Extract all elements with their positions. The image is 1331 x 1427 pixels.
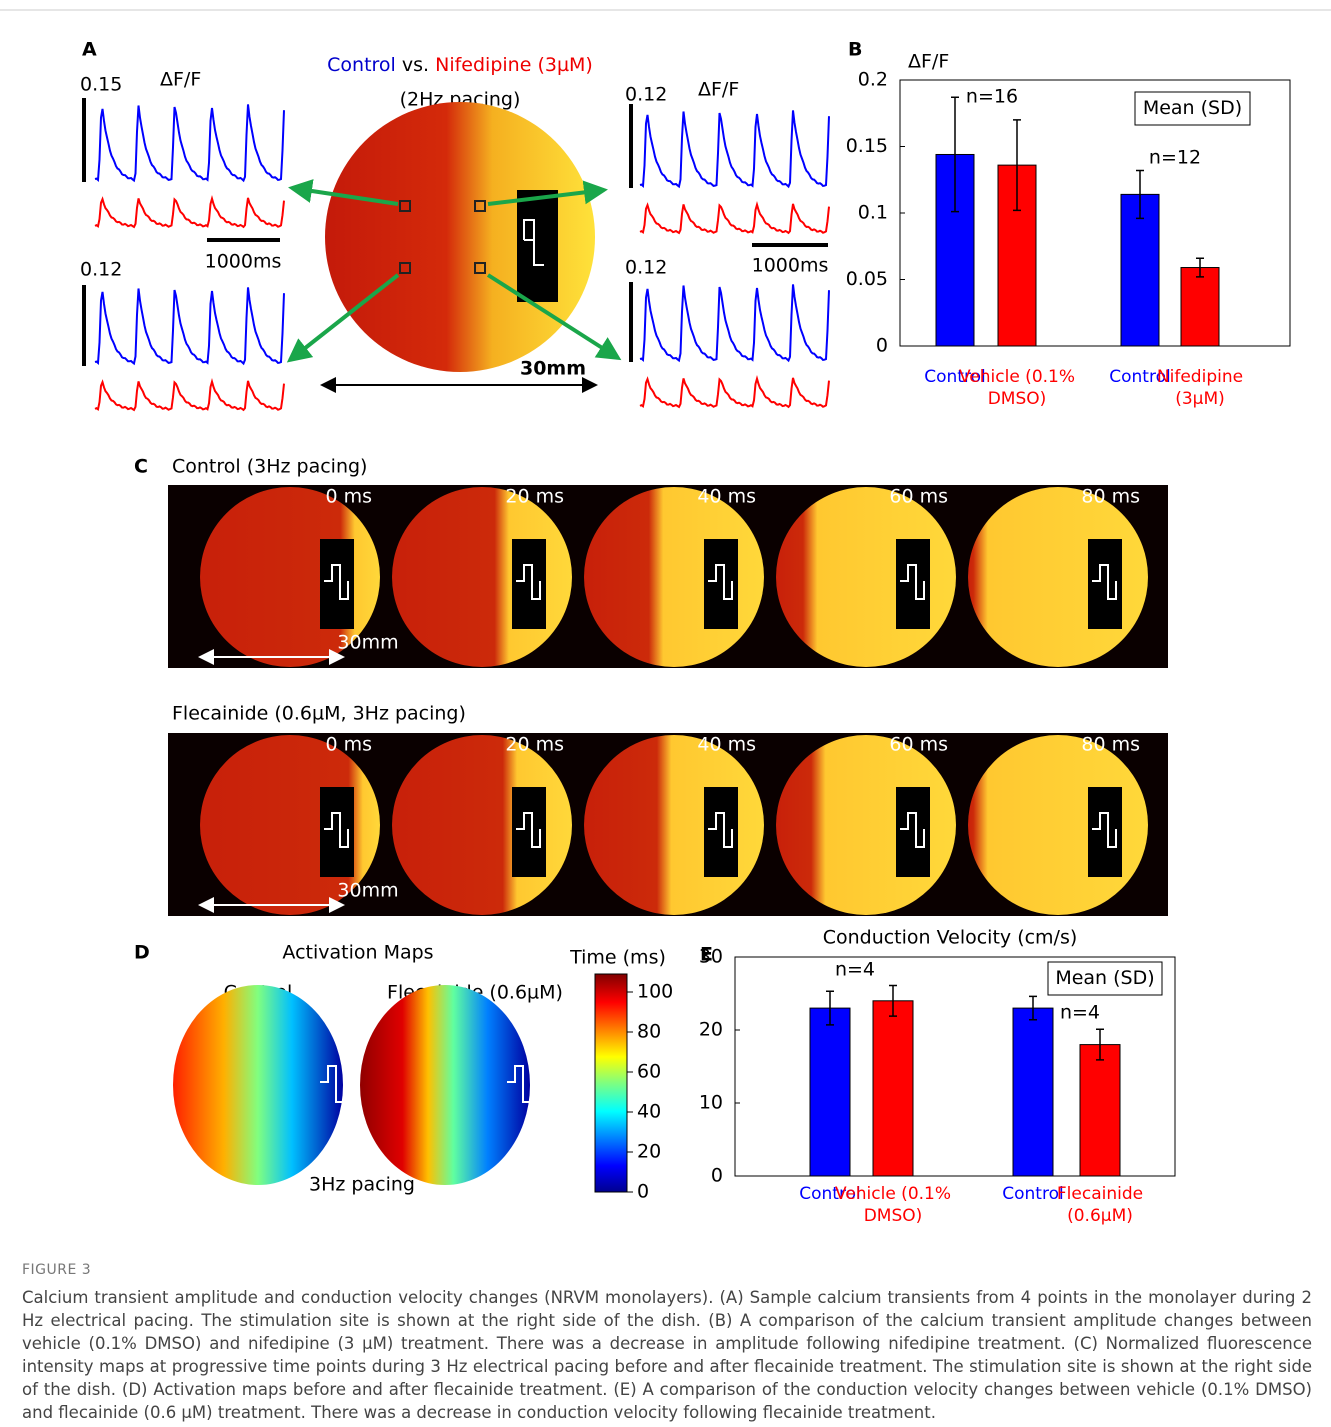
y-tick-label: 0.05	[846, 268, 888, 290]
trace	[95, 198, 284, 227]
amp-label: 0.15	[80, 74, 122, 96]
bar	[810, 1008, 850, 1176]
annotation: n=4	[835, 959, 875, 981]
title-control: Control	[327, 54, 396, 76]
activation-map	[173, 985, 343, 1185]
time-label: 80 ms	[1081, 486, 1140, 508]
caption: Calcium transient amplitude and conducti…	[22, 1286, 1312, 1424]
figure: A Control vs. Nifedipine (3µM) (2Hz paci…	[0, 0, 1331, 1427]
tick-label: 60	[637, 1061, 661, 1083]
y-tick-label: 20	[699, 1019, 723, 1041]
annotation: n=12	[1149, 147, 1201, 169]
time-label: 20 ms	[505, 734, 564, 756]
title-drug: Nifedipine (3µM)	[435, 54, 593, 76]
unit-label: ΔF/F	[698, 79, 739, 101]
annotation: n=16	[966, 86, 1018, 108]
chart-title: Conduction Velocity (cm/s)	[823, 927, 1078, 949]
trace	[640, 284, 829, 360]
time-scale-label: 1000ms	[205, 251, 282, 273]
pacing-label: 3Hz pacing	[309, 1174, 415, 1196]
time-label: 80 ms	[1081, 734, 1140, 756]
amp-label: 0.12	[625, 257, 667, 279]
y-axis-label: ΔF/F	[908, 51, 949, 73]
panel-a-title: Control vs. Nifedipine (3µM)	[327, 54, 593, 76]
distance-label: 30mm	[337, 632, 398, 654]
time-label: 0 ms	[325, 734, 372, 756]
distance-label: 30mm	[337, 880, 398, 902]
y-tick-label: 0	[711, 1165, 723, 1187]
x-tick-label: Nifedipine (3µM)	[1140, 366, 1260, 410]
title-vs: vs.	[402, 54, 429, 76]
trace	[640, 378, 829, 407]
trace	[95, 287, 284, 363]
legend-label: Mean (SD)	[1143, 97, 1242, 119]
figure-number: FIGURE 3	[22, 1262, 91, 1278]
y-tick-label: 10	[699, 1092, 723, 1114]
trace	[640, 204, 829, 233]
x-tick-label: Flecainide (0.6µM)	[1040, 1183, 1160, 1227]
trace	[640, 110, 829, 186]
legend-label: Mean (SD)	[1055, 967, 1154, 989]
colorbar	[595, 974, 627, 1192]
trace	[95, 381, 284, 410]
row-title: Control (3Hz pacing)	[172, 456, 367, 478]
bar	[873, 1001, 913, 1176]
bar	[1080, 1045, 1120, 1176]
tick-label: 0	[637, 1181, 649, 1203]
panel-label: B	[848, 39, 862, 61]
bar	[1013, 1008, 1053, 1176]
time-label: 60 ms	[889, 734, 948, 756]
x-tick-label: Vehicle (0.1% DMSO)	[957, 366, 1077, 410]
amp-label: 0.12	[80, 259, 122, 281]
time-label: 60 ms	[889, 486, 948, 508]
distance-label: 30mm	[520, 358, 586, 380]
unit-label: ΔF/F	[160, 69, 201, 91]
time-label: 40 ms	[697, 486, 756, 508]
annotation: n=4	[1060, 1002, 1100, 1024]
y-tick-label: 0.1	[858, 202, 888, 224]
amp-label: 0.12	[625, 84, 667, 106]
tick-label: 20	[637, 1141, 661, 1163]
time-label: 20 ms	[505, 486, 564, 508]
y-tick-label: 0.2	[858, 69, 888, 91]
trace	[95, 104, 284, 180]
panel-label: A	[82, 39, 97, 61]
colorbar-label: Time (ms)	[569, 947, 666, 969]
panel-label: D	[134, 942, 150, 964]
x-tick-label: Vehicle (0.1% DMSO)	[833, 1183, 953, 1227]
tick-label: 80	[637, 1021, 661, 1043]
bar	[1181, 268, 1219, 346]
activation-map	[360, 985, 530, 1185]
row-title: Flecainide (0.6µM, 3Hz pacing)	[172, 703, 466, 725]
time-scale-label: 1000ms	[752, 255, 829, 277]
panel-d-title: Activation Maps	[282, 942, 433, 964]
y-tick-label: 0.15	[846, 135, 888, 157]
time-label: 40 ms	[697, 734, 756, 756]
tick-label: 100	[637, 981, 673, 1003]
time-label: 0 ms	[325, 486, 372, 508]
y-tick-label: 0	[876, 335, 888, 357]
tick-label: 40	[637, 1101, 661, 1123]
panel-label: C	[134, 456, 148, 478]
y-tick-label: 30	[699, 946, 723, 968]
stim-electrode	[517, 190, 558, 302]
